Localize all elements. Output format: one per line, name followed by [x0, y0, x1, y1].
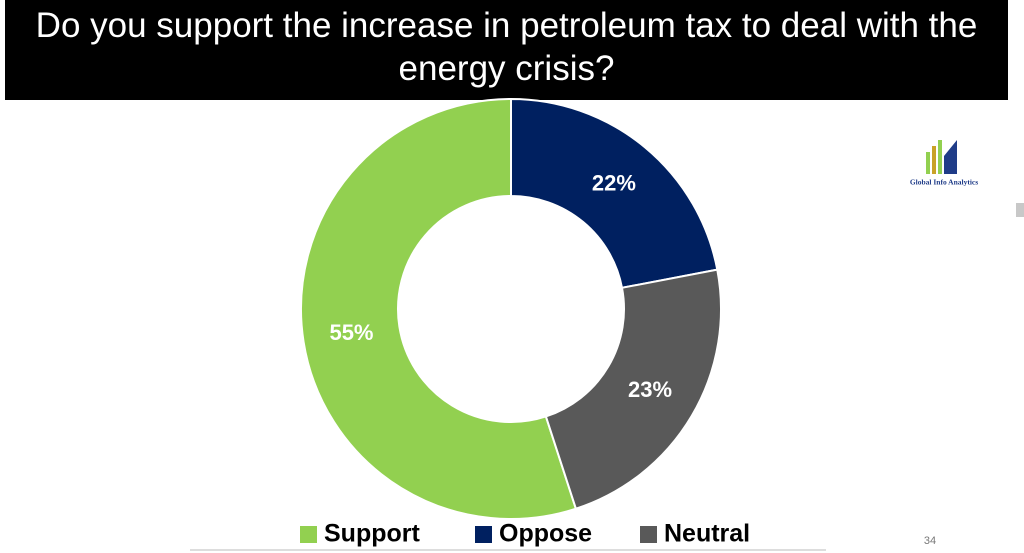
data-label: 55%	[329, 320, 373, 345]
legend-label: Support	[324, 520, 420, 548]
legend-label: Oppose	[499, 520, 592, 548]
scrollbar	[1016, 203, 1024, 217]
page-number: 34	[924, 535, 936, 547]
logo-text: Global Info Analytics	[910, 178, 978, 187]
legend-swatch	[640, 526, 657, 543]
legend-label: Neutral	[664, 520, 750, 548]
logo-icon	[926, 140, 957, 174]
donut-slice	[510, 97, 719, 289]
title-bar: Do you support the increase in petroleum…	[5, 0, 1008, 100]
data-label: 23%	[628, 377, 672, 402]
donut-slice	[544, 268, 722, 510]
chart-title: Do you support the increase in petroleum…	[35, 6, 978, 88]
legend-swatch	[475, 526, 492, 543]
data-label: 22%	[592, 170, 636, 195]
legend-swatch	[300, 526, 317, 543]
donut-slice	[300, 97, 578, 520]
